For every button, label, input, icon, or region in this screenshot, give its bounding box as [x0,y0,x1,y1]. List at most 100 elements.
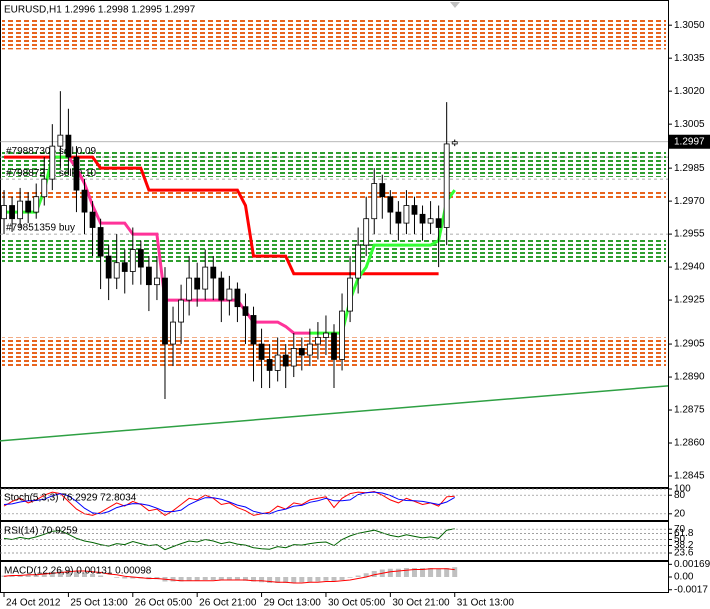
bar [291,577,297,583]
candle-body [234,288,241,308]
candle-body [226,288,233,301]
candle-body [186,277,193,301]
series-line [3,490,455,517]
bar [275,577,281,583]
y-tick-label: 80 [674,490,686,501]
bar [49,571,55,577]
candle-body [89,211,96,228]
x-tick-label: 25 Oct 13:00 [70,598,128,609]
bar [170,577,176,582]
panel-title: RSI(14) 70.9259 [4,526,78,537]
candle-body [121,262,128,272]
candle-body [65,134,72,158]
candle-body [443,143,450,228]
y-tick-label: 1.2875 [674,405,705,416]
bar [307,577,313,583]
candle-body [290,348,297,367]
candle-body [323,332,329,338]
bar [363,573,369,577]
y-tick-label: 1.2955 [674,229,705,240]
candle-body [403,205,410,224]
y-tick-label: 1.2970 [674,196,705,207]
candle-body [282,354,289,367]
y-tick-label: 0.00169 [674,559,710,570]
panel-title: EURUSD,H1 1.2996 1.2998 1.2995 1.2997 [4,5,196,16]
candle-body [363,218,370,246]
candle-body [218,277,225,301]
candle-body [162,277,168,345]
candle-body [25,200,32,213]
candle-body [113,262,120,279]
bar [98,575,104,577]
candle-body [129,249,136,272]
y-tick-label: 1.3005 [674,119,705,130]
candle-body [435,218,442,228]
bar [436,568,442,577]
bar [25,574,31,577]
y-tick-label: 1.2925 [674,295,705,306]
candle-body [170,321,176,345]
panel-title: MACD(12,26,9) 0.00131 0.00098 [4,566,152,577]
candle-body [9,205,15,220]
bar [65,570,71,577]
stoch-panel-frame [0,488,669,521]
candle-body [331,332,337,360]
series-line [3,491,455,515]
bar [41,573,47,577]
candle-body [395,211,402,224]
candle-body [315,337,321,345]
bar [130,577,136,579]
candle-body [57,134,64,147]
bar [339,577,345,580]
candle-body [49,145,56,180]
candle-body [81,189,88,213]
y-tick-label: 1.2845 [674,471,705,482]
bar [371,571,377,577]
y-tick-label: 61.8 [674,528,694,539]
candle-body [387,196,394,213]
bar [283,577,289,583]
y-tick-label: -0.0017 [674,584,708,595]
shift-marker [450,2,460,8]
x-tick-label: 30 Oct 05:00 [328,598,386,609]
bar [323,577,329,581]
bar [428,568,434,577]
x-tick-label: 29 Oct 13:00 [264,598,322,609]
bar [122,577,128,579]
candle-body [258,343,265,360]
bar [218,577,224,580]
bar [259,577,265,583]
bar [299,577,305,583]
candle-body [266,359,273,371]
candle-body [451,141,458,145]
y-tick-label: 1.3035 [674,53,705,64]
bar [411,568,417,577]
candle-body [250,315,257,345]
bar [33,574,39,577]
y-tick-label: 100 [674,484,691,495]
bar [57,570,63,577]
y-tick-label: 20 [674,508,686,519]
last-price-box [669,134,710,149]
bar [114,577,120,578]
bar [194,577,200,581]
y-tick-label: 1.2940 [674,262,705,273]
y-tick-label: 1.3050 [674,20,705,31]
candle-body [371,183,378,220]
bar [267,577,273,583]
y-tick-label: 50 [674,534,686,545]
bar [347,577,353,578]
bar [226,577,232,580]
y-tick-label: 38.2 [674,540,694,551]
bar [444,568,450,577]
candle-body [379,183,386,198]
zone [2,190,666,199]
series-line [3,568,455,584]
candle-body [355,244,362,279]
rsi-panel-frame [0,521,669,561]
bar [315,577,321,582]
main-panel-frame [0,0,669,488]
candle-body [202,266,209,290]
x-tick-label: 24 Oct 2012 [6,598,61,609]
